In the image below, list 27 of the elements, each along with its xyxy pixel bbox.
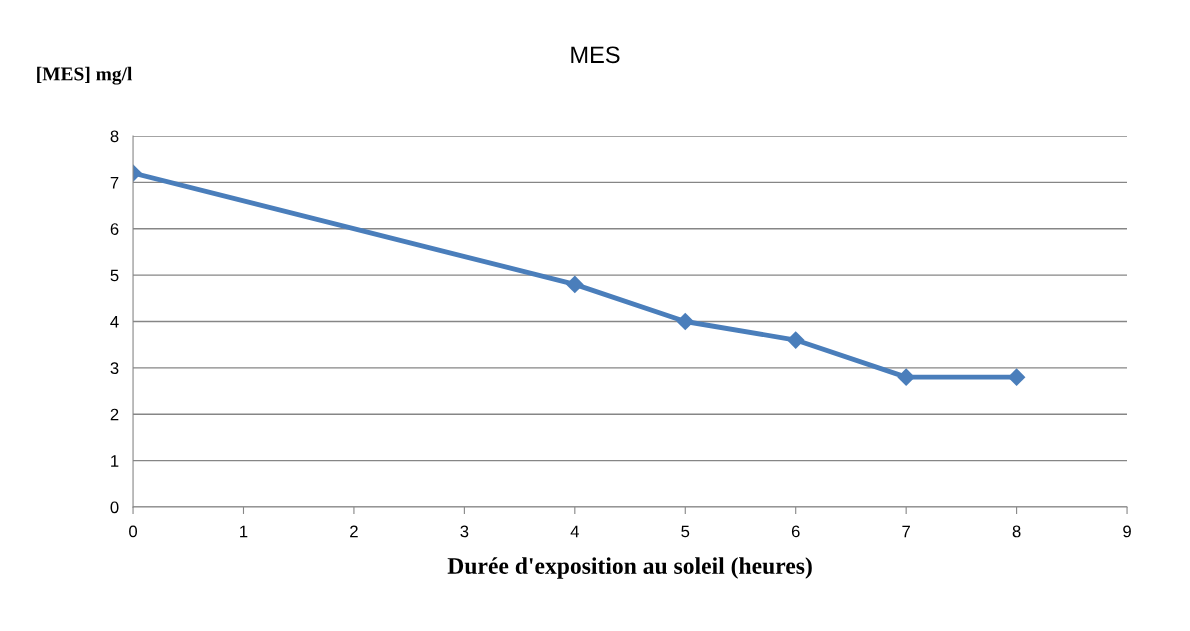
x-tick-label: 6 [791, 525, 800, 538]
x-tick-label: 4 [570, 525, 579, 538]
y-tick-label: 3 [110, 362, 119, 375]
x-tick-label: 8 [1012, 525, 1021, 538]
x-tick-label: 3 [460, 525, 469, 538]
x-tick-label: 7 [902, 525, 910, 538]
y-tick-label: 2 [110, 408, 119, 421]
x-tick-label: 2 [350, 525, 358, 538]
y-tick-label: 7 [110, 176, 119, 189]
y-tick-label: 6 [110, 223, 119, 235]
y-axis-title: [MES] mg/l [37, 66, 133, 85]
y-tick-label: 5 [110, 269, 119, 282]
point [786, 331, 805, 349]
x-tick-label: 0 [129, 525, 138, 538]
y-tick-label: 1 [111, 455, 119, 467]
y-tick-label: 0 [110, 501, 119, 514]
point [676, 312, 695, 331]
y-tick-label: 8 [110, 130, 119, 143]
x-axis-title: Durée d'exposition au soleil (heures) [447, 557, 812, 579]
y-tick-label: 4 [110, 316, 119, 328]
chart-title: MES [571, 46, 620, 64]
x-tick-label: 9 [1123, 525, 1131, 538]
point [565, 275, 584, 294]
point [1007, 368, 1026, 386]
x-tick-label: 1 [240, 525, 248, 538]
x-tick-label: 5 [681, 525, 690, 538]
point [897, 368, 915, 386]
